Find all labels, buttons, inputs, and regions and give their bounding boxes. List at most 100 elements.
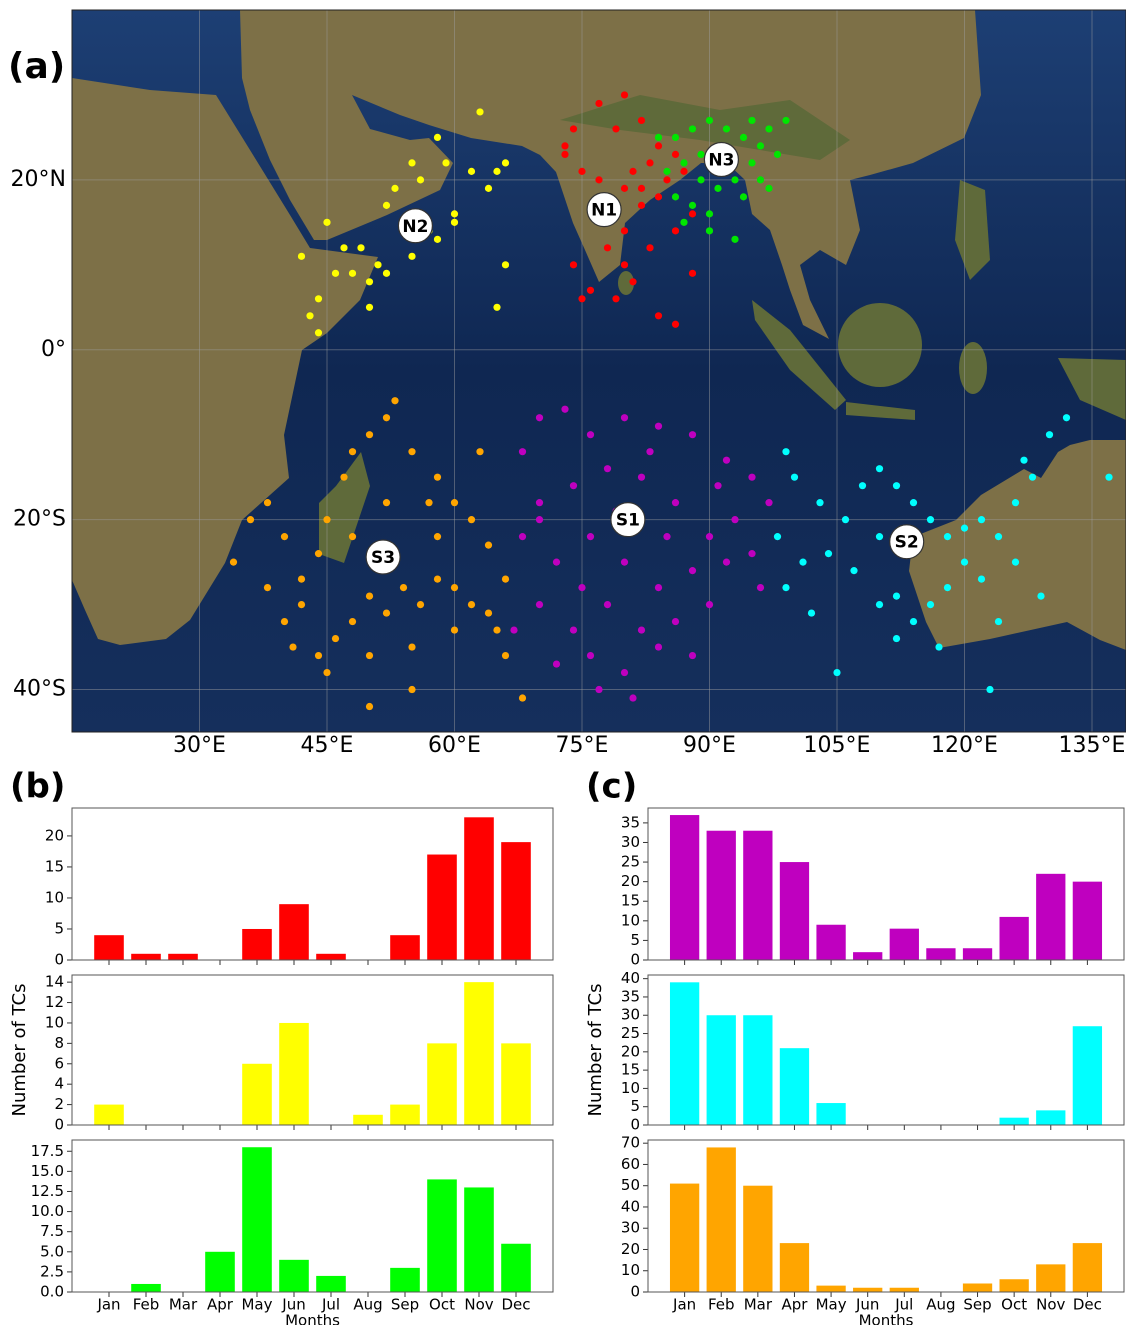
y-tick-label: 0.0 — [40, 1283, 64, 1301]
y-tick-label: 20 — [621, 872, 640, 890]
y-tick-label: 50 — [621, 1176, 640, 1194]
storm-point — [765, 185, 772, 192]
bar — [353, 1115, 383, 1125]
storm-point — [672, 618, 679, 625]
bar — [1000, 1118, 1029, 1125]
y-tick-label: 10 — [621, 1261, 640, 1279]
y-tick-label: 5.0 — [40, 1242, 64, 1260]
bar — [501, 842, 531, 960]
storm-point — [748, 117, 755, 124]
storm-point — [782, 117, 789, 124]
bar — [707, 831, 736, 960]
y-tick-label: 10 — [45, 888, 64, 906]
storm-point — [825, 550, 832, 557]
storm-point — [621, 414, 628, 421]
bar — [94, 935, 124, 960]
bar — [853, 952, 882, 960]
bar — [1073, 1243, 1102, 1292]
bar — [316, 1276, 346, 1292]
storm-point — [1012, 499, 1019, 506]
y-tick-label: 4 — [54, 1075, 64, 1093]
storm-point — [595, 100, 602, 107]
storm-point — [1046, 431, 1053, 438]
storm-point — [774, 151, 781, 158]
bar — [464, 1187, 494, 1292]
storm-point — [944, 533, 951, 540]
storm-point — [706, 533, 713, 540]
storm-point — [935, 643, 942, 650]
y-tick-label: 25 — [621, 1024, 640, 1042]
y-tick-label: 35 — [621, 813, 640, 831]
storm-point — [850, 567, 857, 574]
bar — [670, 982, 699, 1125]
storm-point — [765, 499, 772, 506]
y-tick-label: 20 — [621, 1240, 640, 1258]
bar — [131, 954, 161, 960]
storm-point — [621, 227, 628, 234]
storm-point — [434, 576, 441, 583]
region-label: N3 — [708, 150, 734, 170]
storm-point — [638, 117, 645, 124]
storm-point — [723, 125, 730, 132]
bar — [816, 1286, 845, 1292]
borneo — [838, 303, 922, 387]
storm-point — [417, 176, 424, 183]
x-tick-label: Apr — [781, 1296, 808, 1314]
storm-point — [281, 533, 288, 540]
x-tick-label: Feb — [133, 1296, 160, 1314]
storm-point — [978, 516, 985, 523]
storm-point — [731, 236, 738, 243]
storm-point — [366, 652, 373, 659]
storm-point — [570, 125, 577, 132]
x-tick-label: Nov — [1036, 1296, 1065, 1314]
y-tick-label: 0 — [630, 1116, 640, 1134]
panel-label: (b) — [10, 767, 65, 807]
storm-point — [672, 193, 679, 200]
storm-point — [655, 193, 662, 200]
bar — [816, 925, 845, 960]
bar — [279, 1023, 309, 1125]
x-tick-label: Jan — [672, 1296, 696, 1314]
bar — [242, 1064, 272, 1125]
storm-point — [306, 312, 313, 319]
storm-point — [986, 686, 993, 693]
storm-point — [434, 236, 441, 243]
storm-point — [408, 448, 415, 455]
x-tick-label: 60°E — [428, 733, 481, 758]
storm-point — [638, 202, 645, 209]
storm-point — [391, 185, 398, 192]
storm-point — [570, 482, 577, 489]
storm-point — [468, 516, 475, 523]
storm-point — [366, 592, 373, 599]
storm-point — [689, 431, 696, 438]
storm-point — [366, 304, 373, 311]
storm-point — [680, 168, 687, 175]
storm-point — [502, 159, 509, 166]
map: N1N2N3S1S2S3 — [72, 10, 1126, 732]
storm-point — [323, 219, 330, 226]
storm-point — [961, 525, 968, 532]
storm-point — [978, 576, 985, 583]
y-axis-label: Number of TCs — [9, 984, 30, 1117]
y-tick-label: 8 — [54, 1034, 64, 1052]
storm-point — [621, 669, 628, 676]
y-tick-label: 10.0 — [31, 1202, 64, 1220]
storm-point — [578, 295, 585, 302]
bar — [1000, 917, 1029, 960]
bar — [707, 1015, 736, 1125]
storm-point — [604, 465, 611, 472]
y-tick-label: 10 — [621, 1079, 640, 1097]
bar — [1073, 882, 1102, 960]
storm-point — [740, 134, 747, 141]
storm-point — [434, 134, 441, 141]
storm-point — [646, 448, 653, 455]
storm-point — [791, 474, 798, 481]
storm-point — [587, 431, 594, 438]
storm-point — [587, 533, 594, 540]
storm-point — [723, 559, 730, 566]
storm-point — [578, 168, 585, 175]
x-tick-label: Nov — [464, 1296, 493, 1314]
storm-point — [536, 499, 543, 506]
bar — [707, 1147, 736, 1292]
y-tick-label: 12.5 — [31, 1182, 64, 1200]
